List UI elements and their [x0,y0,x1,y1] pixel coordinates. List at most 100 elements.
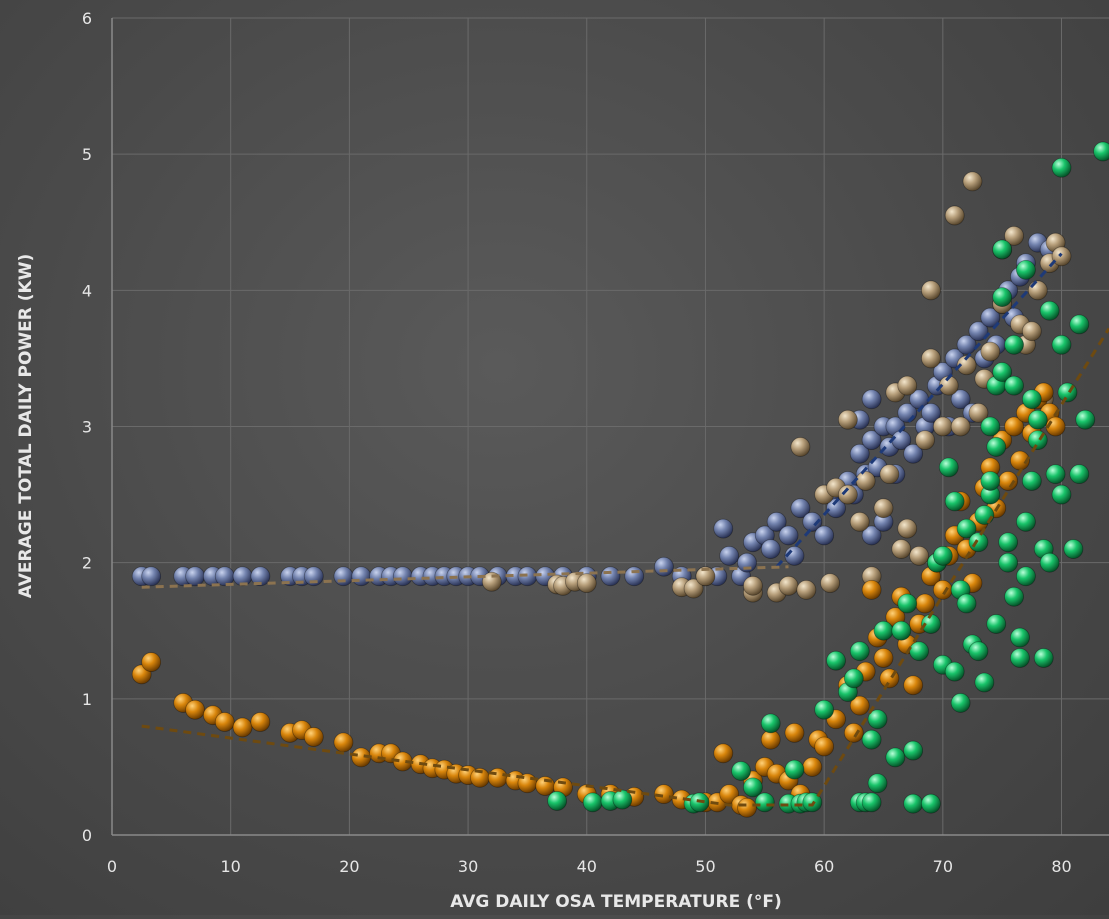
data-point [891,620,912,641]
data-point [351,566,372,587]
data-point [826,498,846,519]
data-point [547,791,567,811]
data-point [956,518,977,539]
data-point [909,641,929,662]
data-point [743,777,763,798]
data-point [897,593,918,614]
data-point [1010,627,1030,648]
data-point [1027,280,1048,301]
data-point [1051,246,1072,267]
data-point [1051,157,1072,178]
data-point [1069,464,1090,485]
data-point [861,792,882,813]
data-point [986,437,1007,457]
data-point [921,402,941,423]
data-point [185,699,205,720]
data-point [1021,321,1042,342]
data-point [962,171,983,192]
data-point [903,740,924,761]
data-point [1004,375,1024,396]
data-point [250,566,271,587]
series-tan [481,171,1072,603]
y-axis-title: AVERAGE TOTAL DAILY POWER (KW) [16,254,36,599]
data-point [944,491,965,512]
y-tick-label: 2 [82,554,92,573]
data-point [992,239,1013,260]
data-point [487,767,508,788]
data-point [784,759,805,780]
data-point [1051,334,1072,355]
x-tick-label: 40 [577,857,597,876]
data-point [303,566,324,587]
grid-lines [112,17,1109,835]
data-point [956,355,977,376]
data-point [968,641,989,662]
data-point [873,620,894,641]
data-point [737,797,757,818]
data-point [1033,648,1054,668]
data-point [654,556,674,577]
data-point [867,773,888,794]
data-point [731,761,751,781]
data-point [719,545,740,566]
data-point [743,575,763,596]
x-axis-title: AVG DAILY OSA TEMPERATURE (°F) [450,892,782,912]
data-point [1039,552,1060,573]
data-point [713,518,734,539]
data-point [1063,539,1084,559]
data-point [849,641,870,662]
data-point [1016,566,1036,587]
data-point [944,205,965,226]
data-point [980,341,1001,362]
axes [111,18,1109,836]
data-point [873,498,894,519]
data-point [754,792,775,813]
data-point [796,580,817,600]
data-point [802,511,823,532]
trend-line [775,252,1063,568]
data-point [1004,416,1024,437]
data-point [998,532,1019,553]
data-point [624,566,645,587]
data-point [861,525,882,546]
trend-line [141,565,789,589]
data-point [814,699,835,720]
data-point [654,784,674,805]
trend-lines [141,252,1109,807]
data-point [980,307,1001,328]
data-point [944,661,965,682]
data-point [1069,314,1090,335]
data-point [695,566,716,587]
data-point [778,525,799,546]
y-tick-label: 6 [82,9,92,28]
data-point [683,578,704,599]
y-tick-label: 5 [82,145,92,164]
data-point [861,430,882,451]
data-point [1004,225,1024,246]
data-point [891,539,912,559]
data-point [885,747,906,768]
data-point [185,566,205,587]
data-point [861,389,882,410]
data-point [1016,511,1036,532]
data-point [974,672,995,693]
data-point [1039,300,1060,321]
data-point [837,409,858,430]
data-point [873,648,894,668]
data-point [1010,648,1030,668]
data-point [867,709,888,730]
data-point [950,389,971,410]
data-point [790,498,811,519]
data-point [843,668,864,689]
x-tick-label: 20 [339,857,359,876]
data-point [392,566,413,587]
data-point [921,793,941,814]
data-point [232,717,253,738]
data-point [141,652,162,672]
data-point [932,545,953,566]
data-point [737,552,757,573]
data-points [131,141,1109,818]
data-point [974,505,995,525]
